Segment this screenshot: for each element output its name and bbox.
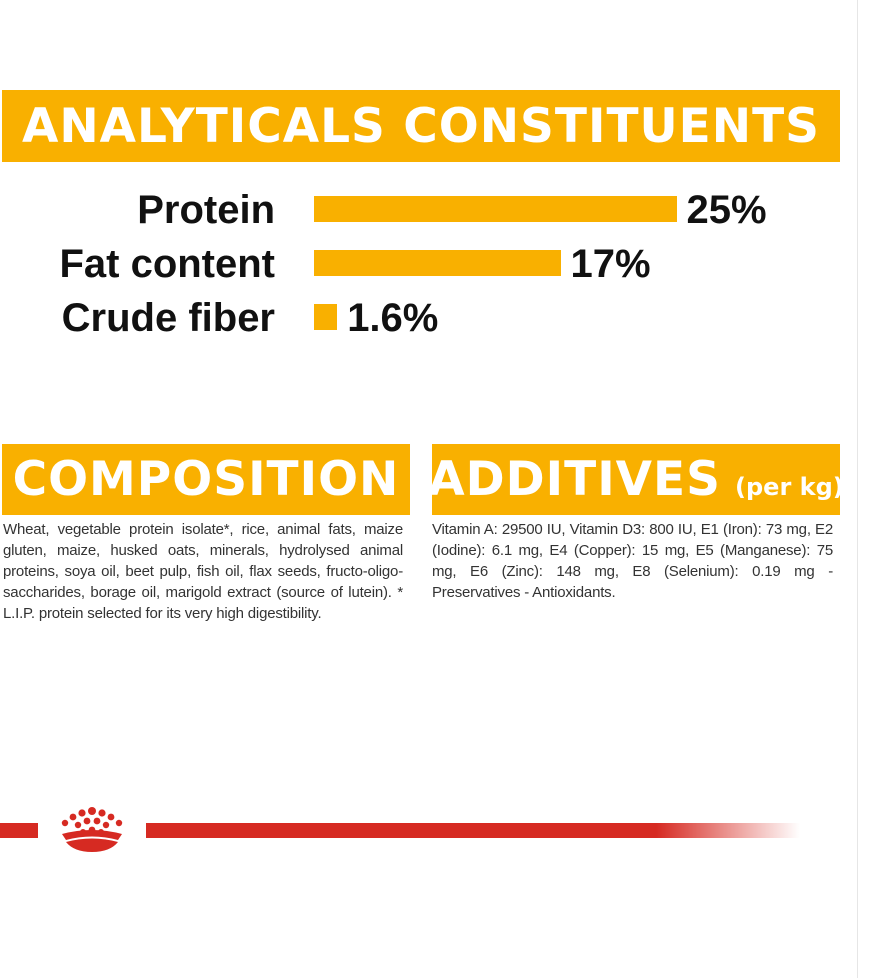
nutrient-label-fat: Fat content — [59, 242, 275, 286]
analytics-title: ANALYTICALS CONSTITUENTS — [21, 98, 821, 154]
page-edge-divider — [857, 0, 858, 978]
nutrient-value-fat: 17% — [570, 242, 651, 286]
additives-subtitle: (per kg) — [735, 472, 844, 501]
composition-banner: COMPOSITION — [2, 444, 410, 515]
nutrient-value-protein: 25% — [686, 188, 767, 232]
additives-title: ADDITIVES — [428, 452, 722, 507]
nutrient-bar-protein — [314, 196, 677, 222]
additives-banner: ADDITIVES (per kg) — [428, 444, 844, 515]
nutrient-label-fiber: Crude fiber — [61, 296, 275, 340]
nutrient-label-protein: Protein — [137, 188, 275, 232]
composition-text: Wheat, vegetable protein isolate*, rice,… — [3, 521, 403, 622]
nutrient-bar-fat — [314, 250, 561, 276]
analytics-banner: ANALYTICALS CONSTITUENTS — [2, 90, 840, 162]
additives-text: Vitamin A: 29500 IU, Vitamin D3: 800 IU,… — [432, 521, 833, 601]
brand-footer-line — [0, 823, 800, 838]
composition-title: COMPOSITION — [12, 452, 400, 507]
crown-icon — [61, 807, 123, 852]
nutrient-value-fiber: 1.6% — [347, 296, 439, 340]
nutrient-bar-fiber — [314, 304, 338, 330]
